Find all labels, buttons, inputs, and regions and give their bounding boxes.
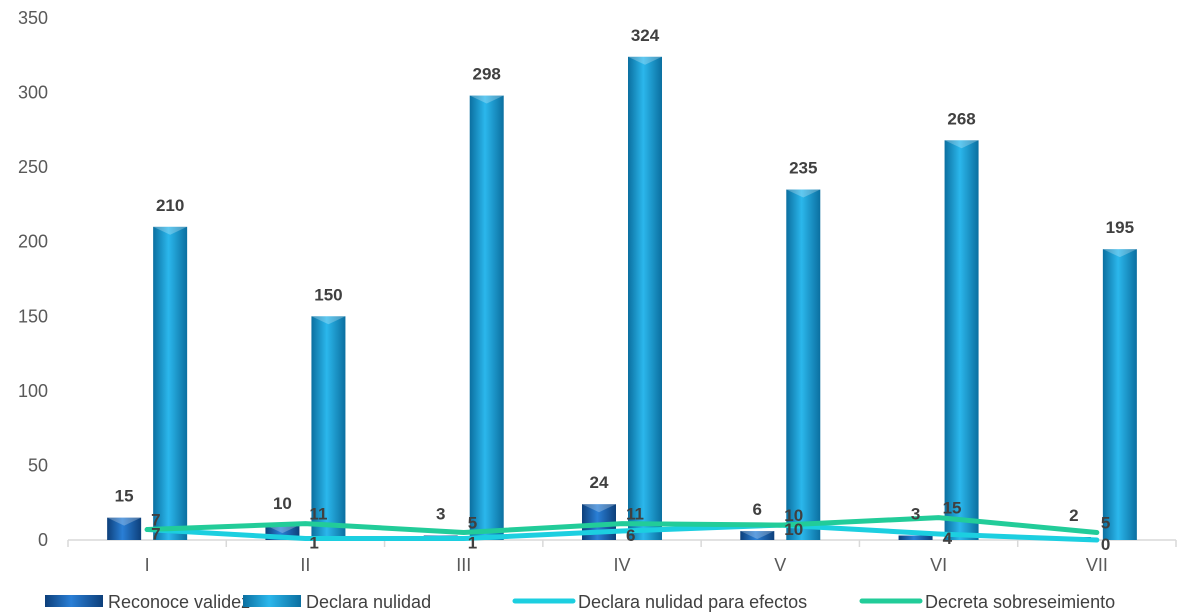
series-line <box>144 515 1100 536</box>
bar-value-label: 10 <box>273 494 292 513</box>
bar-value-label: 15 <box>115 487 134 506</box>
bar-highlight <box>1102 249 1137 258</box>
bars <box>107 56 1137 541</box>
bar-value-label: 150 <box>314 285 342 304</box>
bar <box>740 531 775 540</box>
line-value-label: 4 <box>943 529 953 548</box>
bar-value-label: 268 <box>947 109 975 128</box>
line-value-label: 11 <box>309 505 327 524</box>
line-value-label: 11 <box>626 505 644 524</box>
series-lines <box>144 515 1100 543</box>
bar-value-label: 24 <box>590 473 609 492</box>
line-value-label: 6 <box>626 526 635 545</box>
bar <box>1102 249 1137 540</box>
bar-highlight <box>469 95 504 104</box>
bar-value-label: 3 <box>911 505 920 524</box>
bar-highlight <box>944 140 979 149</box>
y-tick-label: 250 <box>18 157 48 177</box>
bar-value-label: 210 <box>156 196 184 215</box>
legend-label: Declara nulidad para efectos <box>578 592 807 612</box>
y-tick-label: 200 <box>18 232 48 252</box>
bar-value-label: 298 <box>473 65 501 84</box>
bar-highlight <box>582 504 616 513</box>
series-line <box>144 522 1100 543</box>
line-value-label: 0 <box>1101 535 1110 554</box>
y-axis-ticks: 0 50 100 150 200 250 300 350 <box>18 8 48 550</box>
x-tick-label: I <box>145 555 150 575</box>
bar <box>153 226 188 541</box>
x-tick-label: VI <box>930 555 947 575</box>
bar-value-label: 3 <box>436 505 445 524</box>
y-tick-label: 100 <box>18 381 48 401</box>
bar-value-label: 2 <box>1069 506 1078 525</box>
legend-swatch <box>243 595 301 607</box>
y-tick-label: 50 <box>28 455 48 475</box>
y-tick-label: 300 <box>18 83 48 103</box>
line-value-label: 7 <box>151 511 160 530</box>
bar <box>786 189 821 540</box>
x-tick-label: III <box>456 555 471 575</box>
bar-value-label: 6 <box>753 500 762 519</box>
x-tick-label: II <box>300 555 310 575</box>
legend: Reconoce validez Declara nulidad Declara n… <box>45 592 1115 612</box>
legend-label: Decreta sobreseimiento <box>925 592 1115 612</box>
line-value-label: 5 <box>1101 514 1110 533</box>
y-tick-label: 0 <box>38 530 48 550</box>
legend-label: Declara nulidad <box>306 592 431 612</box>
bar-highlight <box>740 531 775 540</box>
line-value-label: 10 <box>784 506 803 525</box>
bar <box>107 517 142 540</box>
bar <box>469 95 504 540</box>
bar-highlight <box>311 316 346 325</box>
x-tick-label: V <box>774 555 786 575</box>
line-value-label: 5 <box>468 514 477 533</box>
line-value-label: 10 <box>784 520 803 539</box>
x-axis-ticks: I II III IV V VI VII <box>67 540 1177 575</box>
bar <box>898 535 933 540</box>
y-tick-label: 150 <box>18 306 48 326</box>
line-value-label: 1 <box>309 534 318 553</box>
bar <box>628 56 662 541</box>
x-tick-label: IV <box>613 555 630 575</box>
bar-highlight <box>107 517 142 526</box>
x-tick-label: VII <box>1086 555 1108 575</box>
bar <box>311 316 346 540</box>
line-value-label: 1 <box>468 534 477 553</box>
bar <box>944 140 979 540</box>
line-value-label: 15 <box>943 499 962 518</box>
legend-swatch <box>45 595 103 607</box>
line-value-label: 7 <box>151 525 160 544</box>
bar-highlight <box>628 56 662 65</box>
y-tick-label: 350 <box>18 8 48 28</box>
bar-highlight <box>153 226 188 235</box>
bar-value-label: 195 <box>1106 218 1134 237</box>
bar-highlight <box>786 189 821 198</box>
bar-value-label: 235 <box>789 159 817 178</box>
bar-value-label: 324 <box>631 26 660 45</box>
legend-label: Reconoce validez <box>108 592 250 612</box>
